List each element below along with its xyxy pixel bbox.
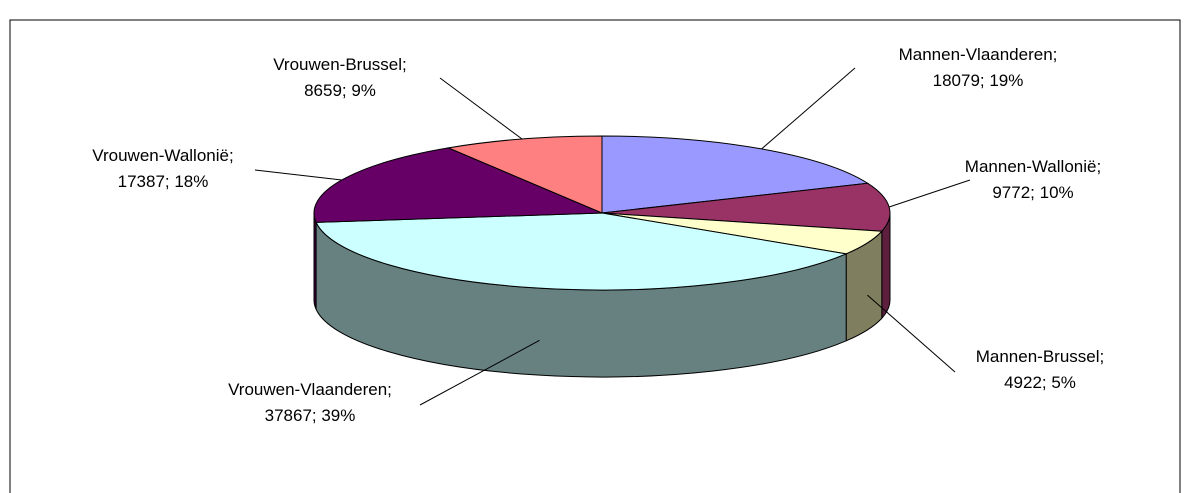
label-name-vrouwen-brussel: Vrouwen-Brussel; xyxy=(273,55,407,74)
label-value-vrouwen-vlaanderen: 37867; 39% xyxy=(265,406,356,425)
leader-line-mannen-brussel xyxy=(867,294,956,373)
label-value-mannen-wallonie: 9772; 10% xyxy=(992,183,1073,202)
leader-line-vrouwen-wallonie xyxy=(254,169,342,181)
leader-line-mannen-wallonie xyxy=(888,179,971,208)
label-value-mannen-brussel: 4922; 5% xyxy=(1004,373,1076,392)
label-name-mannen-brussel: Mannen-Brussel; xyxy=(976,347,1105,366)
leader-line-vrouwen-brussel xyxy=(439,77,523,140)
pie-tops xyxy=(313,135,891,291)
pie-slice-vrouwen-brussel xyxy=(446,135,603,214)
leader-line-vrouwen-vlaanderen xyxy=(419,339,540,406)
leader-line-mannen-vlaanderen xyxy=(761,67,856,150)
label-value-vrouwen-brussel: 8659; 9% xyxy=(304,81,376,100)
label-value-mannen-vlaanderen: 18079; 19% xyxy=(933,71,1024,90)
label-value-vrouwen-wallonie: 17387; 18% xyxy=(118,172,209,191)
chart-frame xyxy=(9,19,1181,493)
label-name-mannen-wallonie: Mannen-Wallonië; xyxy=(965,157,1101,176)
label-name-vrouwen-vlaanderen: Vrouwen-Vlaanderen; xyxy=(228,380,392,399)
leader-lines xyxy=(254,67,971,406)
pie-slice-mannen-wallonie xyxy=(601,182,891,232)
label-name-mannen-vlaanderen: Mannen-Vlaanderen; xyxy=(899,45,1058,64)
label-name-vrouwen-wallonie: Vrouwen-Wallonië; xyxy=(92,146,233,165)
data-labels: Mannen-Vlaanderen; 18079; 19% Mannen-Wallo… xyxy=(92,45,1104,425)
pie-slice-vrouwen-vlaanderen xyxy=(315,212,848,291)
